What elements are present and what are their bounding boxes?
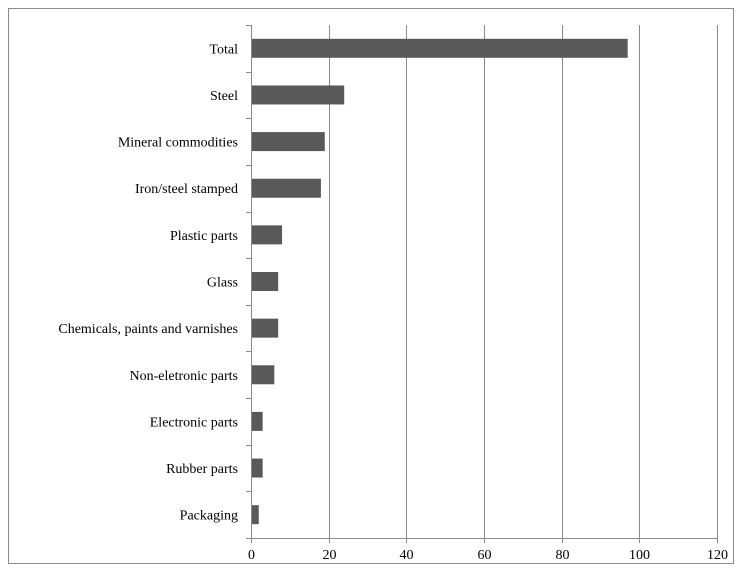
x-tick-label-0: 0 — [248, 548, 255, 563]
x-tick-label-20: 20 — [323, 548, 337, 563]
bar-9 — [251, 458, 263, 478]
category-label-8: Electronic parts — [150, 415, 238, 430]
axes — [246, 25, 718, 543]
bar-2 — [251, 132, 325, 152]
x-tick-label-60: 60 — [478, 548, 492, 563]
bar-0 — [251, 38, 628, 58]
labels: 0 20 40 60 80 100 120 Total Steel Mineral commodi… — [58, 42, 728, 563]
category-label-9: Rubber parts — [166, 462, 238, 477]
chart-frame — [8, 8, 734, 564]
category-label-0: Total — [209, 42, 238, 57]
bars — [251, 38, 628, 525]
category-label-3: Iron/steel stamped — [135, 182, 238, 197]
gridlines — [329, 25, 718, 538]
category-label-10: Packaging — [180, 509, 238, 524]
bar-3 — [251, 178, 321, 198]
bar-7 — [251, 365, 275, 385]
bar-1 — [251, 85, 345, 105]
category-label-4: Plastic parts — [170, 229, 238, 244]
x-tick-label-120: 120 — [707, 548, 728, 563]
category-label-2: Mineral commodities — [118, 136, 238, 151]
x-tick-label-40: 40 — [400, 548, 414, 563]
bar-4 — [251, 225, 283, 245]
bar-8 — [251, 411, 263, 431]
x-tick-label-100: 100 — [629, 548, 650, 563]
category-label-5: Glass — [207, 276, 238, 291]
bar-5 — [251, 272, 279, 291]
category-label-1: Steel — [210, 89, 238, 104]
x-tick-label-80: 80 — [556, 548, 570, 563]
category-label-7: Non-eletronic parts — [130, 369, 238, 384]
bar-6 — [251, 318, 279, 338]
category-label-6: Chemicals, paints and varnishes — [58, 322, 238, 337]
bar-10 — [251, 505, 259, 525]
